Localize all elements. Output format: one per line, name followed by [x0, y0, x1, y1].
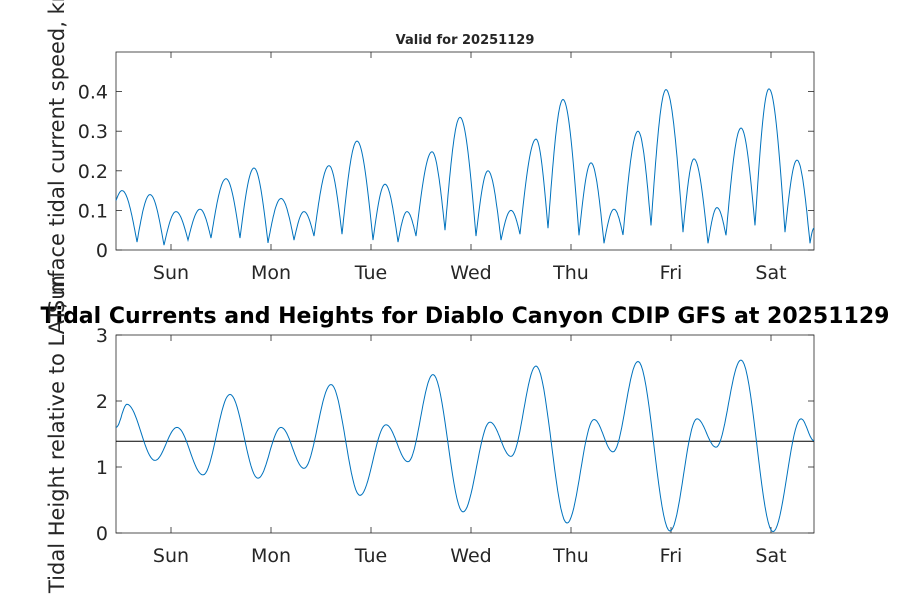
current-speed-line: [115, 88, 815, 246]
top-chart-title: Valid for 20251129: [396, 33, 535, 48]
y-tick-label: 0.2: [78, 161, 108, 183]
tidal-height-line: [115, 359, 815, 533]
x-tick-label: Tue: [354, 262, 387, 284]
x-tick-label: Wed: [450, 545, 491, 567]
x-tick-label: Mon: [251, 545, 291, 567]
y-tick-label: 1: [96, 457, 108, 479]
plot-area: [115, 334, 815, 534]
x-tick-label: Sat: [755, 262, 786, 284]
current-speed-axes: 0 0.1 0.2 0.3 0.4 Sun Mon Tue Wed Thu Fri Sat: [78, 51, 815, 284]
x-tick-label: Mon: [251, 262, 291, 284]
x-tick-label: Wed: [450, 262, 491, 284]
x-tick-label: Sun: [153, 262, 189, 284]
y-tick-label: 0.4: [78, 82, 108, 104]
x-tick-label: Tue: [354, 545, 387, 567]
x-tick-label: Sat: [755, 545, 786, 567]
y-tick-label: 0.3: [78, 121, 108, 143]
top-y-axis-label: Surface tidal current speed, kn: [45, 0, 69, 313]
bottom-chart-title: Tidal Currents and Heights for Diablo Ca…: [41, 304, 890, 329]
x-tick-label: Thu: [552, 262, 589, 284]
y-tick-label: 2: [96, 391, 108, 413]
y-tick-label: 0: [96, 523, 108, 545]
bottom-y-axis-label: Tidal Height relative to LAT, m: [45, 275, 69, 594]
y-tick-label: 0.1: [78, 200, 108, 222]
x-tick-label: Fri: [660, 545, 683, 567]
x-tick-label: Thu: [552, 545, 589, 567]
x-tick-label: Fri: [660, 262, 683, 284]
y-tick-label: 3: [96, 325, 108, 347]
tidal-height-axes: 0 1 2 3 Sun Mon Tue Wed Thu Fri Sat: [96, 325, 815, 567]
x-tick-label: Sun: [153, 545, 189, 567]
plot-area: [115, 51, 815, 251]
y-tick-label: 0: [96, 240, 108, 262]
